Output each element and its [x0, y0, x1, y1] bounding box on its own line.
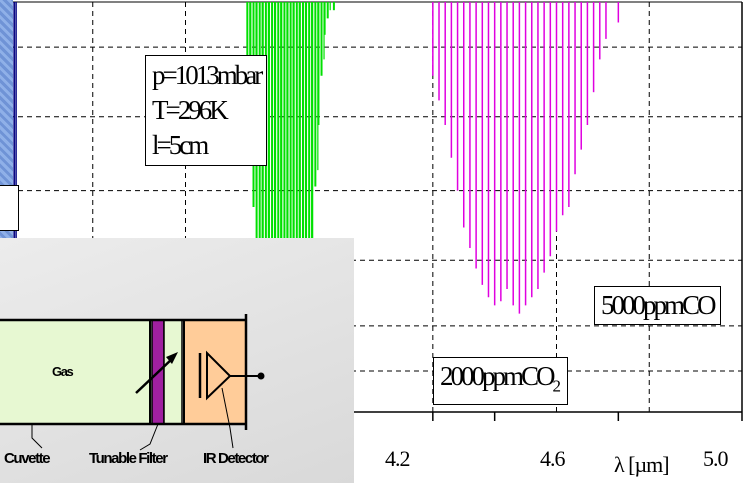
co-label: 5000ppmCO: [601, 290, 717, 320]
co2-label: 2000ppmCO: [440, 361, 556, 391]
condition-temperature: T=296K: [152, 95, 229, 125]
cuvette-label: Cuvette: [4, 450, 51, 467]
sensor-diagram: [0, 314, 265, 451]
gas-label: Gas: [52, 364, 74, 379]
x-tick-label-4-6: 4.6: [540, 446, 565, 471]
detector-leader: [221, 387, 234, 449]
output-terminal: [257, 372, 265, 380]
x-tick-label-5-0: 5.0: [703, 446, 728, 471]
ir-beam-arrow: [135, 357, 174, 394]
cuvette-leader: [31, 424, 43, 449]
filter-leader: [139, 423, 159, 451]
conditions-box: p=1013mbar T=296K l=5cm: [145, 55, 268, 166]
arrow-head: [166, 352, 178, 364]
left-label-box: [0, 185, 19, 231]
condition-pressure: p=1013mbar: [152, 60, 263, 90]
co-label-box: 5000ppmCO: [594, 286, 721, 325]
x-tick-label-4-2: 4.2: [385, 446, 410, 471]
x-axis-label: λ [µm]: [614, 452, 670, 477]
filter-gap: [163, 319, 183, 425]
co2-label-box: 2000ppmCO2: [433, 357, 569, 406]
cuvette-chamber: [0, 319, 151, 425]
ir-detector-label: IR Detector: [203, 450, 269, 467]
tunable-filter-label: Tunable Filter: [89, 450, 168, 467]
co2-subscript: 2: [552, 376, 562, 396]
ir-detector: [183, 319, 247, 425]
sensor-diagram-panel: Gas Cuvette Tunable Filter IR Detector: [0, 238, 354, 483]
detector-symbol: [206, 350, 232, 401]
condition-length: l=5cm: [152, 130, 209, 160]
